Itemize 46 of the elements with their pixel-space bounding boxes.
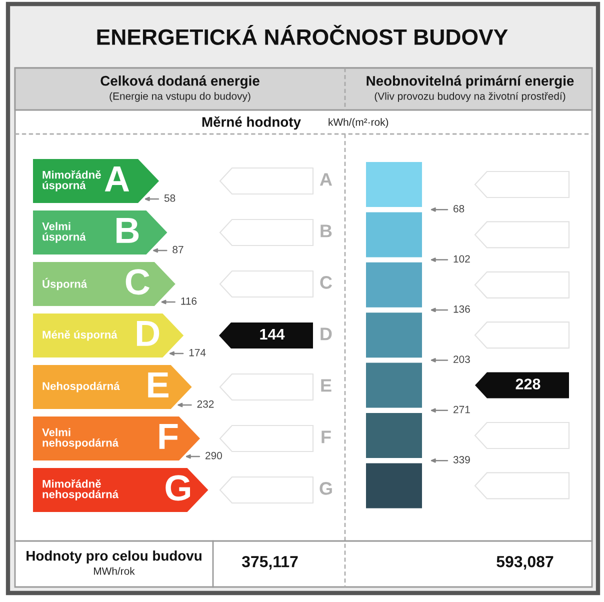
category-label: C [320, 276, 332, 289]
data-label: 68 [454, 205, 464, 212]
category-label: B [320, 224, 332, 238]
category-label: D [136, 320, 160, 346]
data-label: 203 [454, 356, 470, 363]
text: Mimořádně nehospodárná [42, 479, 119, 500]
data-label: 232 [197, 400, 214, 408]
text: Nehospodárná [42, 382, 120, 392]
category-label: E [148, 372, 168, 398]
data-label: 116 [181, 297, 197, 305]
text: Mimořádně úsporná [42, 170, 101, 192]
text: 144 [260, 328, 285, 340]
text: Celková dodaná energie [100, 75, 260, 89]
text: (Vliv provozu budovy na životní prostředí) [374, 92, 566, 102]
text: ENERGETICKÁ NÁROČNOST BUDOVY [97, 24, 508, 45]
text: kWh/(m²·rok) [328, 118, 388, 128]
category-label: G [166, 475, 190, 501]
data-label: 174 [189, 349, 206, 356]
category-label: F [322, 430, 331, 444]
text: Neobnovitelná primární energie [366, 75, 574, 89]
category-label: F [159, 424, 178, 449]
text: 228 [516, 378, 540, 390]
text: Hodnoty pro celou budovu [26, 550, 202, 564]
text: Velmi nehospodárná [42, 428, 119, 449]
category-label: D [320, 328, 332, 340]
data-label: 58 [164, 194, 176, 202]
text: Úsporná [42, 278, 88, 290]
text: Méně úsporná [42, 330, 118, 341]
category-label: A [104, 166, 130, 192]
text: (Energie na vstupu do budovy) [110, 92, 250, 102]
data-label: 339 [453, 456, 470, 464]
text: 375,117 [242, 556, 298, 570]
category-label: E [321, 379, 332, 392]
text: 593,087 [496, 556, 554, 570]
data-label: 87 [172, 246, 184, 254]
data-label: 136 [454, 305, 470, 313]
data-label: 271 [454, 406, 470, 414]
text: Měrné hodnoty [202, 116, 301, 130]
category-label: A [320, 173, 332, 186]
text: MWh/rok [94, 567, 135, 575]
text: Velmi úsporná [42, 222, 86, 243]
data-label: 102 [454, 255, 470, 263]
category-label: B [116, 218, 139, 243]
data-label: 290 [206, 452, 222, 460]
category-label: C [126, 269, 150, 295]
category-label: G [320, 482, 332, 495]
